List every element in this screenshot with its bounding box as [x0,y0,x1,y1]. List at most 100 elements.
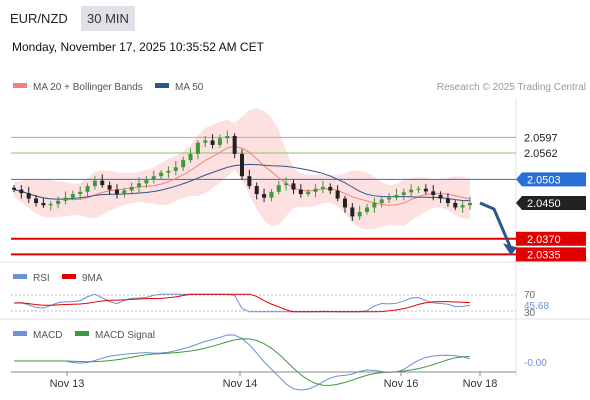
candle-body [284,183,289,186]
candle-body [203,140,208,143]
pivot-label-tag [516,172,586,187]
support-label-tag [516,247,586,262]
candlesticks [12,130,472,221]
candle-body [173,167,178,171]
candle-body [365,207,370,212]
candle-body [129,186,134,191]
candle-body [48,203,53,206]
ma50-legend-swatch [155,83,169,88]
rsi-lower-label: 30 [524,308,536,319]
candle-body [63,197,68,201]
rsi-value-label: 45.68 [524,301,549,312]
candle-body [240,153,244,177]
candle-body [445,198,450,204]
candle-body [107,185,112,190]
macd-signal-legend-swatch [75,331,89,336]
candle-body [100,180,105,186]
candle-body [291,183,296,190]
candle-body [114,189,119,195]
candle-body [335,190,340,199]
candle-body [320,186,325,189]
candle-body [70,194,75,198]
forecast-arrow-head [503,243,517,256]
candle-body [217,138,222,145]
pair-label: EUR/NZD [10,11,68,26]
candle-body [453,203,458,208]
ma20-line [13,145,471,206]
candle-body [181,160,186,168]
macd-value-label: -0.00 [524,358,547,369]
rsi-ma-line [13,293,471,313]
x-tick-label: Nov 16 [384,378,419,390]
candle-body [225,135,230,139]
candle-body [276,185,281,192]
macd-legend-swatch [13,331,27,336]
candle-body [56,200,61,204]
candle-body [262,194,267,198]
candle-body [409,189,414,193]
candle-body [357,211,362,217]
candle-body [401,192,406,195]
rsi-panel: RSI 9MA 70 30 45.68 [11,273,549,319]
candle-body [387,197,392,200]
credit-text: Research © 2025 Trading Central [437,82,586,93]
candle-body [122,190,127,195]
resistance-label: 2.0597 [524,132,558,144]
support-label-tag [516,231,586,246]
rsi-upper-label: 70 [524,290,536,301]
candle-body [254,186,259,195]
candle-body [210,140,215,145]
candle-body [166,170,171,173]
candle-body [34,198,39,204]
candle-body [85,186,90,192]
rsi-legend-swatch [13,274,27,279]
macd-legend-label: MACD [33,330,62,341]
x-tick-label: Nov 18 [463,378,498,390]
macd-signal-legend-label: MACD Signal [95,330,155,341]
datetime-label: Monday, November 17, 2025 10:35:52 AM CE… [12,40,264,54]
rsi-ma-legend-swatch [62,274,76,279]
pivot-label: 2.0503 [527,174,561,186]
candle-body [12,187,16,190]
candle-body [423,188,428,192]
candle-body [313,188,318,192]
candle-body [328,186,333,191]
x-tick-label: Nov 14 [223,378,258,390]
forecast-arrow [479,201,517,256]
candle-body [372,203,377,208]
timeframe-button[interactable]: 30 MIN [81,6,135,31]
candle-body [41,203,46,206]
candle-body [350,207,355,217]
ma50-legend-label: MA 50 [175,82,204,93]
candle-body [468,203,472,206]
candle-body [416,188,421,190]
candle-body [379,199,384,204]
candle-body [151,176,156,180]
candle-body [144,179,149,184]
support-label: 2.0370 [527,234,561,246]
main-legend: MA 20 + Bollinger Bands MA 50 Research ©… [13,82,586,93]
last-price-tag [516,196,586,211]
rsi-legend-label: RSI [33,273,50,284]
candle-body [137,183,142,187]
candle-body [188,153,193,161]
candle-body [247,176,252,187]
resistance-label: 2.0562 [524,148,558,160]
candle-body [232,135,237,154]
candle-body [438,194,443,199]
x-axis: Nov 13 Nov 14 Nov 16 Nov 18 [11,371,516,390]
level-labels: 2.0597 2.0562 2.0503 2.0450 2.0370 2.0335 [516,132,586,262]
candle-body [431,191,436,195]
support-label: 2.0335 [527,249,561,261]
candle-body [298,189,303,195]
candle-body [78,191,83,195]
candle-body [460,205,465,208]
candle-body [159,172,164,177]
rsi-line [13,293,471,313]
candle-body [269,191,274,198]
candle-body [92,180,97,187]
candle-body [394,194,399,198]
rsi-ma-legend-label: 9MA [82,273,103,284]
candle-body [306,191,311,195]
